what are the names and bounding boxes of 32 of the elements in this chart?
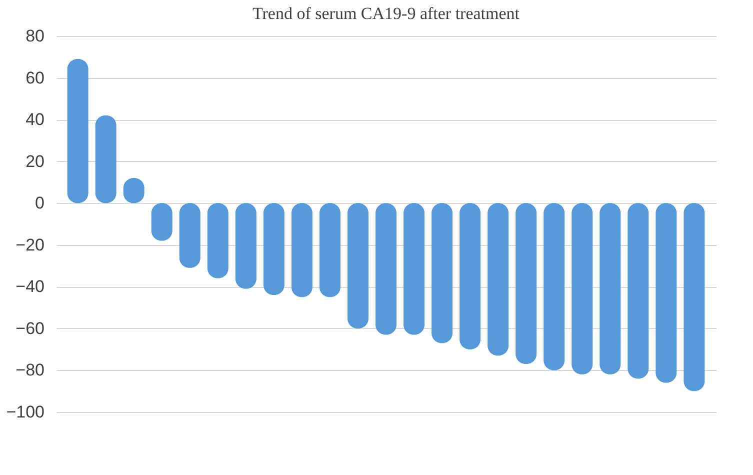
y-tick-label: −100	[6, 402, 44, 422]
y-tick-label: 20	[26, 152, 44, 171]
bar	[319, 203, 340, 298]
bar	[600, 203, 621, 374]
bar	[347, 203, 368, 328]
bar	[460, 203, 481, 350]
bar	[207, 203, 228, 278]
bar	[404, 203, 425, 335]
y-tick-label: 40	[26, 110, 44, 130]
y-tick-label: 60	[26, 68, 44, 88]
y-tick-label: 0	[35, 194, 44, 213]
bar	[628, 203, 649, 379]
y-tick-label: −80	[16, 360, 44, 380]
y-tick-label: 80	[26, 26, 44, 46]
bar	[656, 203, 677, 383]
bar	[263, 203, 284, 296]
y-tick-label: −20	[16, 235, 44, 254]
bar	[235, 203, 256, 289]
bar	[572, 203, 593, 374]
y-tick-label: −60	[16, 318, 44, 338]
bar	[67, 58, 88, 204]
bar	[488, 203, 509, 356]
y-tick-label: −40	[16, 277, 44, 296]
bar	[376, 203, 396, 335]
bar	[291, 203, 312, 298]
bar	[432, 203, 453, 344]
bar	[179, 203, 200, 268]
bar	[544, 203, 565, 370]
bar	[95, 115, 116, 204]
bar	[684, 203, 705, 392]
chart-title: Trend of serum CA19-9 after treatment	[252, 4, 520, 23]
bar	[516, 203, 537, 364]
